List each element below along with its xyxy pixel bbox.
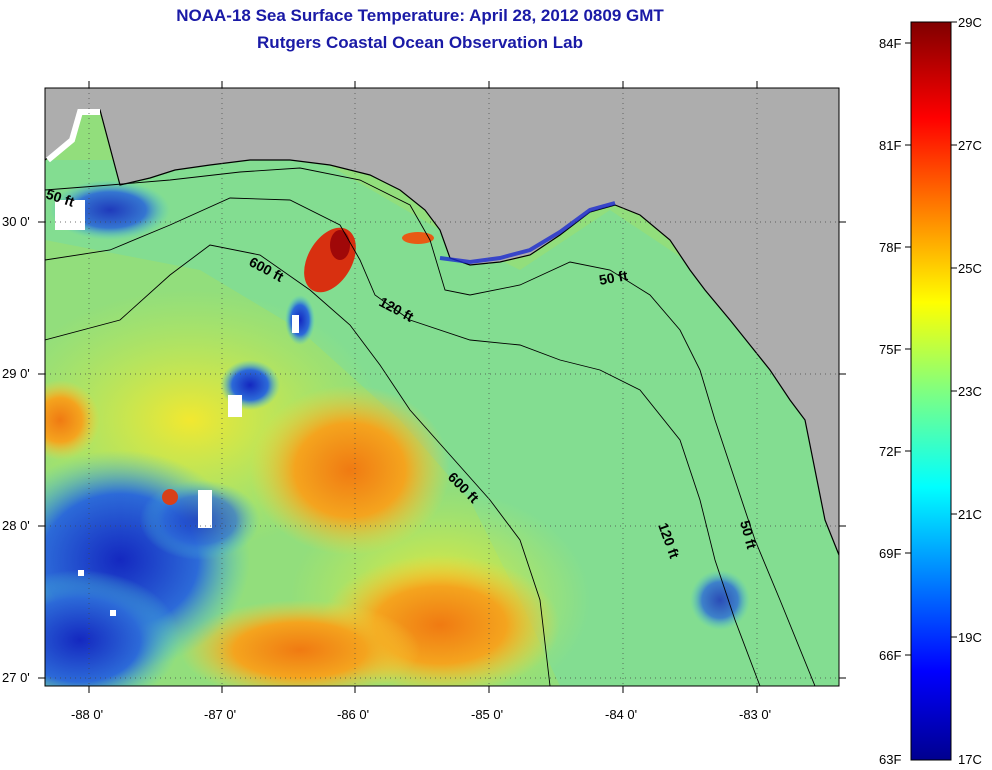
lon-label: -86 0' — [337, 707, 369, 722]
lat-label: 28 0' — [2, 518, 30, 533]
warm-pool — [250, 385, 450, 555]
contour-120ft — [45, 197, 761, 686]
colorbar-gradient — [910, 21, 952, 761]
map-title: NOAA-18 Sea Surface Temperature: April 2… — [176, 6, 664, 25]
lat-label: 30 0' — [2, 214, 30, 229]
colorbar-f-label: 66F — [879, 648, 901, 663]
colorbar-c-label: 21C — [958, 507, 982, 522]
shelf-water — [45, 160, 839, 686]
colorbar-c-label: 17C — [958, 752, 982, 767]
colorbar-f-label: 78F — [879, 240, 901, 255]
contour-50ft — [45, 167, 816, 686]
colorbar-c-label: 23C — [958, 384, 982, 399]
colorbar-c-label: 27C — [958, 138, 982, 153]
lat-label: 29 0' — [2, 366, 30, 381]
lon-label: -83 0' — [739, 707, 771, 722]
colorbar-f-label: 72F — [879, 444, 901, 459]
contour-600ft — [45, 244, 551, 686]
colorbar-f-label: 75F — [879, 342, 901, 357]
map-frame — [44, 87, 840, 687]
lon-label: -85 0' — [471, 707, 503, 722]
colorbar-f-label: 84F — [879, 36, 901, 51]
colorbar-f-label: 81F — [879, 138, 901, 153]
lon-label: -84 0' — [605, 707, 637, 722]
colorbar-f-label: 69F — [879, 546, 901, 561]
lat-label: 27 0' — [2, 670, 30, 685]
lon-label: -87 0' — [204, 707, 236, 722]
colorbar-f-label: 63F — [879, 752, 901, 767]
colorbar-c-label: 29C — [958, 15, 982, 30]
contour-label-50ft: 50 ft — [598, 267, 629, 288]
contour-label-50ft: 50 ft — [737, 519, 760, 551]
cloud-mask — [55, 200, 299, 616]
map-subtitle: Rutgers Coastal Ocean Observation Lab — [257, 33, 583, 52]
lon-label: -88 0' — [71, 707, 103, 722]
colorbar-c-label: 25C — [958, 261, 982, 276]
land-mass — [45, 88, 839, 555]
colorbar-c-label: 19C — [958, 630, 982, 645]
